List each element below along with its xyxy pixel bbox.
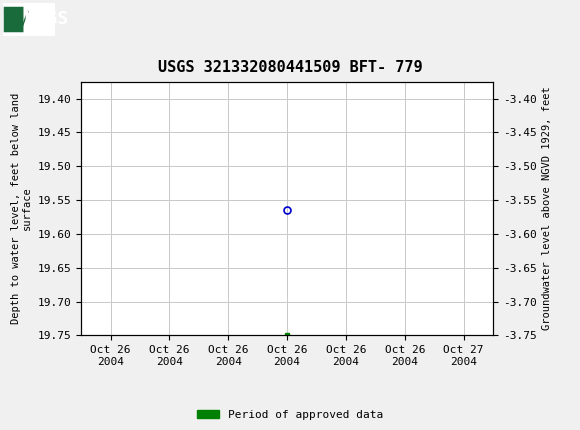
- Y-axis label: Depth to water level, feet below land
surface: Depth to water level, feet below land su…: [10, 93, 32, 324]
- Text: USGS 321332080441509 BFT- 779: USGS 321332080441509 BFT- 779: [158, 60, 422, 75]
- Text: █: █: [3, 6, 22, 32]
- Legend: Period of approved data: Period of approved data: [193, 405, 387, 424]
- Bar: [3, 3, 55, 36]
- Y-axis label: Groundwater level above NGVD 1929, feet: Groundwater level above NGVD 1929, feet: [542, 87, 552, 330]
- Text: USGS: USGS: [3, 10, 68, 28]
